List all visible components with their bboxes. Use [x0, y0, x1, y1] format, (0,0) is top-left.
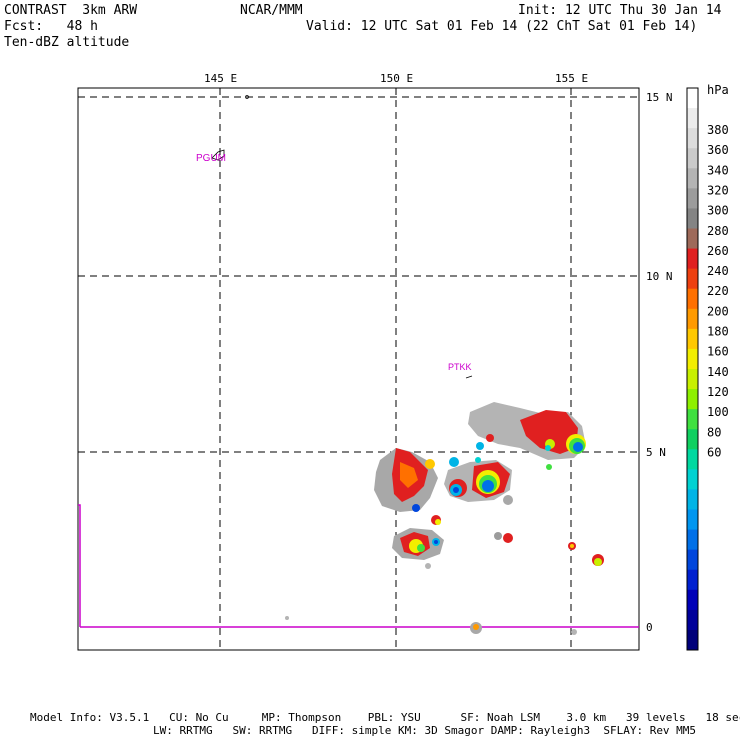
- echo-small-red-2: [503, 533, 513, 543]
- colorbar-swatch: [687, 549, 698, 571]
- colorbar-swatch: [687, 629, 698, 651]
- model-title: CONTRAST 3km ARW: [4, 3, 138, 18]
- echo-red-northeast: [520, 410, 578, 454]
- echo-blue-northeast: [573, 442, 583, 452]
- colorbar-swatch: [687, 589, 698, 611]
- echo-small-gray-2: [494, 532, 502, 540]
- valid-time: Valid: 12 UTC Sat 01 Feb 14 (22 ChT Sat …: [306, 19, 698, 34]
- echo-small-gray-3: [503, 495, 513, 505]
- lon-label-150e: 150 E: [380, 72, 413, 85]
- echo-blue-central: [482, 480, 494, 492]
- colorbar-swatch: [687, 429, 698, 450]
- colorbar-swatch: [687, 569, 698, 591]
- colorbar-swatch: [687, 148, 698, 169]
- ptkk-marker: [465, 375, 473, 379]
- footer-physics-info: LW: RRTMG SW: RRTMG DIFF: simple KM: 3D …: [153, 724, 697, 737]
- colorbar-swatch: [687, 208, 698, 229]
- colorbar-tick-label: 140: [707, 365, 729, 379]
- colorbar: [686, 87, 699, 651]
- colorbar-swatch: [687, 228, 698, 250]
- echo-green-south: [417, 544, 425, 552]
- equator-line: [78, 504, 639, 628]
- colorbar-tick-label: 180: [707, 325, 729, 339]
- colorbar-swatch: [687, 108, 698, 129]
- colorbar-tick-label: 120: [707, 385, 729, 399]
- colorbar-tick-label: 200: [707, 304, 729, 318]
- colorbar-swatch: [687, 449, 698, 470]
- echo-small-yellow-3: [570, 544, 574, 548]
- island-dot-north: [245, 95, 249, 99]
- colorbar-swatch: [687, 288, 698, 310]
- map-frame: [77, 87, 640, 651]
- gridlines: [78, 88, 639, 650]
- echo-orange-west: [400, 462, 418, 488]
- colorbar-labels: 380 360 340 320 300 280 260 240 220 200 180 160 140 1…: [707, 123, 729, 459]
- colorbar-swatch: [687, 409, 698, 430]
- colorbar-tick-label: 360: [707, 143, 729, 157]
- footer-model-info: Model Info: V3.5.1 CU: No Cu MP: Thompso…: [30, 711, 740, 724]
- colorbar-tick-label: 100: [707, 405, 729, 419]
- colorbar-unit: hPa: [707, 83, 729, 97]
- colorbar-tick-label: 80: [707, 425, 721, 439]
- lon-label-155e: 155 E: [555, 72, 588, 85]
- lat-label-5n: 5 N: [646, 446, 666, 459]
- colorbar-tick-label: 160: [707, 345, 729, 359]
- lat-label-0: 0: [646, 621, 653, 634]
- colorbar-tick-label: 220: [707, 284, 729, 298]
- echo-small-gray-6: [285, 616, 289, 620]
- colorbar-swatch: [687, 128, 698, 149]
- org-label: NCAR/MMM: [240, 3, 303, 18]
- colorbar-swatch: [687, 529, 698, 551]
- echo-cyan-ne-3: [476, 442, 484, 450]
- colorbar-swatch: [687, 348, 698, 370]
- echo-cyan-cell-3: [449, 457, 459, 467]
- colorbar-swatch: [687, 308, 698, 330]
- echo-cyan-ne-2: [545, 445, 551, 451]
- colorbar-swatch: [687, 509, 698, 531]
- colorbar-tick-label: 300: [707, 204, 729, 218]
- map-plot: PGUM PTKK 145 E 150 E 155 E 15 N 10 N 5 …: [77, 72, 729, 651]
- forecast-hour: Fcst: 48 h: [4, 19, 98, 34]
- echo-small-blue-5: [434, 540, 438, 544]
- lat-label-10n: 10 N: [646, 270, 673, 283]
- colorbar-swatch: [687, 88, 698, 109]
- island-outline: [211, 149, 225, 161]
- colorbar-swatch: [687, 168, 698, 189]
- colorbar-swatch: [687, 609, 698, 631]
- lon-label-145e: 145 E: [204, 72, 237, 85]
- init-time: Init: 12 UTC Thu 30 Jan 14: [518, 3, 722, 18]
- echo-blue-cell-2: [453, 487, 459, 493]
- colorbar-swatch: [687, 328, 698, 350]
- colorbar-tick-label: 380: [707, 123, 729, 137]
- colorbar-swatch: [687, 188, 698, 209]
- colorbar-swatch: [687, 389, 698, 410]
- echo-yellow-west: [425, 459, 435, 469]
- colorbar-frame: [686, 87, 699, 651]
- station-label-ptkk: PTKK: [448, 362, 472, 372]
- field-name: Ten-dBZ altitude: [4, 35, 130, 50]
- echo-cyan-cell-4: [475, 457, 481, 463]
- echo-small-orange-4: [473, 624, 479, 630]
- colorbar-swatch: [687, 369, 698, 390]
- colorbar-swatch: [687, 469, 698, 490]
- echo-blue-west: [412, 504, 420, 512]
- echo-small-gray-1: [425, 563, 431, 569]
- colorbar-tick-label: 240: [707, 264, 729, 278]
- colorbar-tick-label: 260: [707, 244, 729, 258]
- colorbar-tick-label: 60: [707, 445, 721, 459]
- colorbar-swatch: [687, 248, 698, 270]
- echo-cells: [285, 402, 604, 635]
- station-label-pgum: PGUM: [196, 153, 226, 164]
- colorbar-tick-label: 280: [707, 224, 729, 238]
- echo-small-gray-5: [571, 629, 577, 635]
- colorbar-swatch: [687, 489, 698, 510]
- colorbar-tick-label: 320: [707, 183, 729, 197]
- lat-label-15n: 15 N: [646, 91, 673, 104]
- colorbar-tick-label: 340: [707, 163, 729, 177]
- echo-small-yellow-1: [435, 519, 441, 525]
- echo-red-small-ne: [486, 434, 494, 442]
- colorbar-swatch: [687, 268, 698, 290]
- echo-small-green-ne: [546, 464, 552, 470]
- echo-small-green-2: [594, 558, 602, 566]
